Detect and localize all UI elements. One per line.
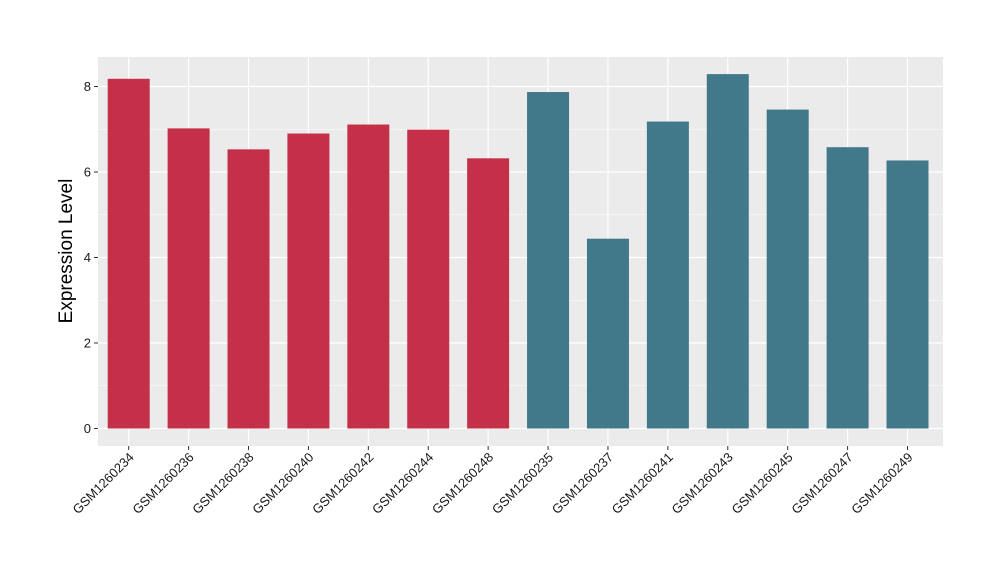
bar-GSM1260235 [527, 92, 570, 429]
bar-GSM1260234 [107, 78, 150, 429]
y-axis: 0 2 4 6 8 [84, 79, 98, 436]
x-tick-label: GSM1260242 [309, 450, 376, 517]
x-tick-label: GSM1260247 [788, 450, 855, 517]
x-tick-label: GSM1260237 [549, 450, 616, 517]
x-tick-label: GSM1260234 [69, 450, 136, 517]
x-tick-label: GSM1260236 [129, 450, 196, 517]
bar-GSM1260236 [167, 128, 210, 429]
y-axis-title: Expression Level [56, 179, 77, 324]
bar-GSM1260243 [706, 74, 749, 429]
y-tick-label: 4 [84, 250, 91, 265]
x-tick-label: GSM1260241 [609, 450, 676, 517]
y-tick-label: 2 [84, 336, 91, 351]
bar-GSM1260240 [287, 133, 330, 429]
x-tick-label: GSM1260240 [249, 450, 316, 517]
bar-GSM1260244 [407, 129, 450, 429]
y-tick-label: 0 [84, 421, 91, 436]
bar-GSM1260237 [586, 238, 629, 429]
plot-panel [98, 57, 943, 446]
bar-GSM1260238 [227, 149, 270, 429]
y-tick-label: 8 [84, 79, 91, 94]
x-tick-label: GSM1260248 [429, 450, 496, 517]
y-tick-label: 6 [84, 165, 91, 180]
bar-GSM1260247 [826, 147, 869, 429]
x-tick-label: GSM1260238 [189, 450, 256, 517]
bar-GSM1260242 [347, 124, 390, 429]
x-axis: GSM1260234GSM1260236GSM1260238GSM1260240… [69, 446, 916, 517]
x-tick-label: GSM1260245 [728, 450, 795, 517]
bar-GSM1260245 [766, 109, 809, 429]
bar-GSM1260241 [646, 121, 689, 429]
bars [107, 74, 929, 429]
bar-GSM1260248 [467, 158, 510, 429]
x-tick-label: GSM1260235 [489, 450, 556, 517]
x-tick-label: GSM1260244 [369, 450, 436, 517]
bar-GSM1260249 [886, 160, 929, 429]
x-tick-label: GSM1260243 [669, 450, 736, 517]
x-tick-label: GSM1260249 [848, 450, 915, 517]
